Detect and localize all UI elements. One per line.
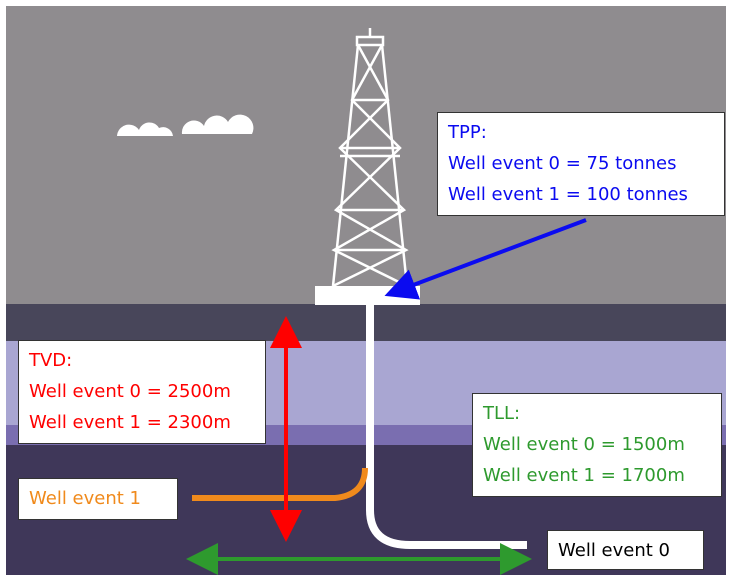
- box-line: Well event 0 = 2500m: [29, 376, 255, 407]
- box-line: Well event 1 = 2300m: [29, 407, 255, 438]
- box-line: Well event 0 = 1500m: [483, 429, 711, 460]
- well-1-label: Well event 1: [18, 478, 178, 520]
- well-0-label: Well event 0: [547, 530, 704, 570]
- box-line: Well event 1 = 1700m: [483, 460, 711, 491]
- tll-box: TLL: Well event 0 = 1500m Well event 1 =…: [472, 393, 722, 497]
- tvd-box: TVD: Well event 0 = 2500m Well event 1 =…: [18, 340, 266, 444]
- box-title: TVD:: [29, 345, 255, 376]
- box-line: Well event 1 = 100 tonnes: [448, 179, 714, 210]
- box-line: Well event 0 = 75 tonnes: [448, 148, 714, 179]
- diagram: TPP: Well event 0 = 75 tonnes Well event…: [0, 0, 732, 580]
- box-title: TPP:: [448, 117, 714, 148]
- box-title: TLL:: [483, 398, 711, 429]
- tpp-box: TPP: Well event 0 = 75 tonnes Well event…: [437, 112, 725, 216]
